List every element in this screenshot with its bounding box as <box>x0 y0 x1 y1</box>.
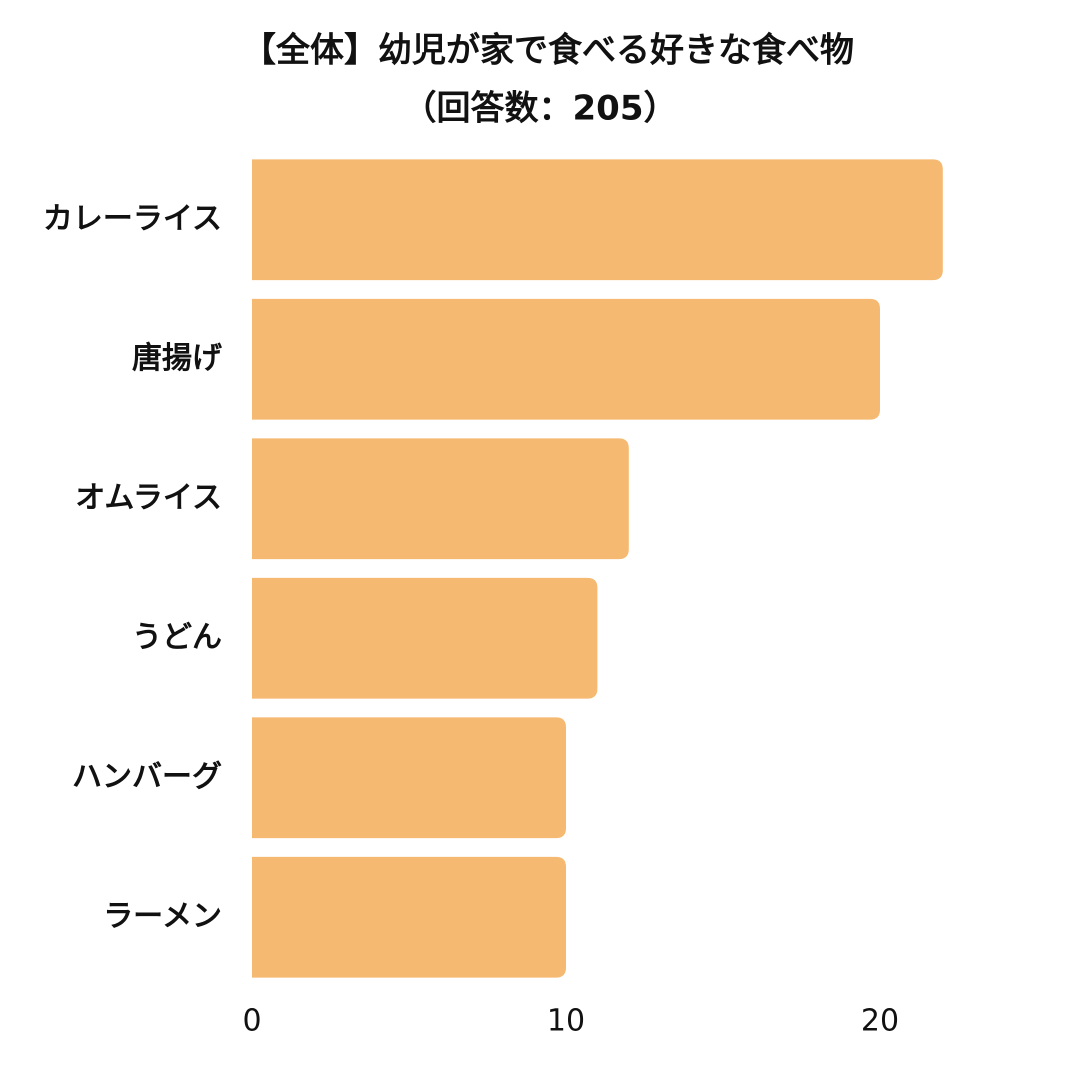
y-tick-label: ラーメン <box>103 899 222 934</box>
x-tick-label: 20 <box>861 1004 899 1039</box>
y-tick-label: 唐揚げ <box>132 341 223 376</box>
bar <box>252 856 566 978</box>
bar <box>252 438 629 560</box>
y-tick-label: うどん <box>132 620 222 655</box>
chart-title: 【全体】幼児が家で食べる好きな食べ物 <box>242 31 854 71</box>
y-tick-label: カレーライス <box>43 201 222 236</box>
chart-subtitle: （回答数：205） <box>403 89 678 129</box>
y-tick-label: ハンバーグ <box>72 759 222 794</box>
bar <box>252 159 943 281</box>
bar <box>252 717 566 839</box>
y-tick-label: オムライス <box>75 480 222 515</box>
x-tick-label: 0 <box>242 1004 261 1039</box>
x-tick-label: 10 <box>547 1004 585 1039</box>
bar <box>252 298 880 420</box>
bar <box>252 577 598 699</box>
